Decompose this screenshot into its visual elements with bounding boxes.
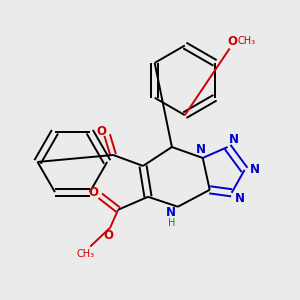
Text: H: H — [168, 218, 175, 228]
Text: CH₃: CH₃ — [238, 36, 256, 46]
Text: N: N — [250, 164, 260, 176]
Text: O: O — [97, 125, 107, 138]
Text: O: O — [227, 35, 237, 48]
Text: CH₃: CH₃ — [77, 249, 95, 259]
Text: O: O — [89, 186, 99, 199]
Text: O: O — [104, 229, 114, 242]
Text: N: N — [229, 133, 238, 146]
Text: N: N — [235, 192, 245, 205]
Text: N: N — [196, 142, 206, 155]
Text: N: N — [166, 206, 176, 219]
